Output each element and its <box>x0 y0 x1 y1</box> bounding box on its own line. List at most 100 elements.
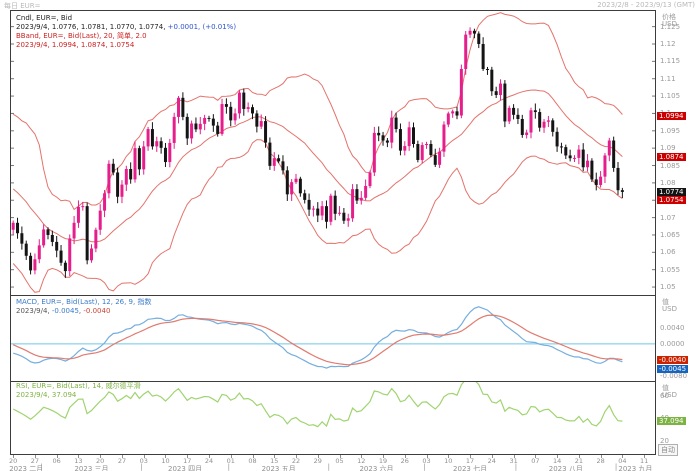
candle-body <box>268 142 272 166</box>
candle-body <box>90 248 93 261</box>
candle-body <box>590 160 594 180</box>
candle-body <box>150 129 154 147</box>
legend-text: RSI, EUR=, Bid(Last), 14, 威尔德平滑 <box>16 382 141 390</box>
price-tick-label: 1.12 <box>660 39 676 48</box>
bband-legend-line-2: 2023/9/4, 1.0994, 1.0874, 1.0754 <box>16 41 236 50</box>
candle-body <box>390 117 394 143</box>
candle-body <box>355 189 359 201</box>
time-tick-mark <box>208 455 210 458</box>
candle-body <box>76 206 80 223</box>
chart-frame <box>10 10 656 455</box>
candle-body <box>568 155 572 159</box>
rsi-chart-canvas[interactable] <box>11 382 655 454</box>
rsi-tick-label: 20 <box>660 436 669 445</box>
candle-body <box>394 117 398 130</box>
candle-body <box>377 132 381 136</box>
candle-body <box>103 193 107 211</box>
candle-body <box>207 117 211 119</box>
candle-body <box>16 222 20 234</box>
candle-body <box>368 172 372 187</box>
candle-body <box>298 178 302 194</box>
day-tick-label: 14 <box>552 457 562 465</box>
month-separator: | <box>327 463 330 471</box>
legend-text: Cndl, EUR=, Bid <box>16 14 73 22</box>
macd-chart-canvas[interactable] <box>11 296 655 380</box>
price-tick-label: 1.08 <box>660 178 676 187</box>
day-tick-label: 21 <box>574 457 583 465</box>
rsi-legend-line-2: 2023/9/4, 37.094 <box>16 391 141 400</box>
price-value-label: 1.0994 <box>657 111 686 120</box>
candle-body <box>29 255 33 271</box>
candle-body <box>46 229 50 235</box>
bband-legend-line-1: BBand, EUR=, Bid(Last), 20, 简单, 2.0 <box>16 32 236 41</box>
candle-body <box>359 197 363 201</box>
day-tick-label: 20 <box>9 457 18 465</box>
candle-body <box>72 222 76 239</box>
candle-body <box>242 92 246 109</box>
candle-body <box>546 120 550 122</box>
macd-legend-line-1: MACD, EUR=, Bid(Last), 12, 26, 9, 指数 <box>16 298 151 307</box>
day-tick-label: 13 <box>74 457 83 465</box>
price-axis-title: 价格 <box>662 13 676 21</box>
value-axis-gutter[interactable]: 价格USD1.1251.121.1151.111.1051.11.0951.09… <box>656 0 698 455</box>
day-tick-label: 27 <box>117 457 127 465</box>
price-tick-label: 1.125 <box>660 22 681 31</box>
month-separator: | <box>423 463 426 471</box>
day-tick-label: 03 <box>139 457 148 465</box>
month-label: 2023 二月 <box>9 465 44 471</box>
price-value-label: 1.0774 <box>657 187 686 196</box>
price-chart-canvas[interactable] <box>11 11 655 294</box>
candle-body <box>464 34 468 69</box>
time-tick-mark <box>644 455 646 458</box>
candle-body <box>11 222 15 230</box>
candle-body <box>342 212 346 221</box>
candle-body <box>81 206 85 208</box>
candle-body <box>385 140 389 143</box>
candle-body <box>603 155 607 177</box>
month-separator: | <box>614 463 618 471</box>
candle-body <box>172 116 176 143</box>
time-tick-mark <box>274 455 276 458</box>
time-axis[interactable]: 20 27 06 13 20 27 03 10 17 24 01 08 15 22 29 05 12 19 26 03… <box>0 455 698 471</box>
time-tick-mark <box>252 455 254 458</box>
day-tick-label: 03 <box>422 457 431 465</box>
candle-body <box>290 182 294 195</box>
candle-body <box>159 141 163 148</box>
time-tick-mark <box>557 455 559 458</box>
month-label: 2023 九月 <box>618 465 653 471</box>
price-value-label: 1.0754 <box>657 196 686 205</box>
time-tick-mark <box>296 455 297 458</box>
candle-body <box>185 116 189 139</box>
candle-body <box>490 69 494 92</box>
candle-body <box>351 189 355 219</box>
panel-separator-rsi <box>10 381 656 382</box>
candle-body <box>220 104 224 134</box>
macd-axis-unit: USD <box>662 305 677 313</box>
candle-body <box>146 129 150 147</box>
time-tick-mark <box>317 455 319 458</box>
candle-body <box>446 113 450 125</box>
candle-body <box>24 243 28 256</box>
legend-text: -0.0045 <box>51 307 79 315</box>
candle-body <box>177 97 181 117</box>
series-line <box>12 89 623 243</box>
candle-body <box>37 245 41 260</box>
candle-body <box>255 113 259 127</box>
macd-value-label: -0.0045 <box>657 364 689 373</box>
price-tick-label: 1.06 <box>660 248 676 257</box>
day-tick-label: 08 <box>248 457 257 465</box>
candle-body <box>55 241 59 251</box>
candle-body <box>559 146 563 148</box>
day-tick-label: 19 <box>378 457 388 465</box>
candle-body <box>129 168 133 180</box>
time-tick-mark <box>578 455 580 458</box>
candle-body <box>59 250 63 263</box>
candle-body <box>294 178 298 183</box>
auto-scale-button[interactable]: 自动 <box>658 444 678 456</box>
candle-body <box>403 146 407 151</box>
candle-body <box>581 149 585 168</box>
day-tick-label: 06 <box>52 457 61 465</box>
month-label: 2023 四月 <box>168 465 203 471</box>
time-tick-mark <box>513 455 515 458</box>
candle-body <box>237 92 241 114</box>
